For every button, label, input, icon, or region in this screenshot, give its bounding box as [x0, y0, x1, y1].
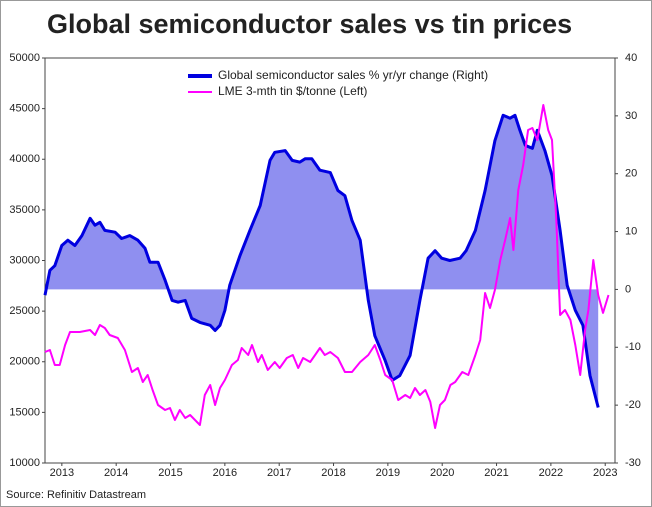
y2-tick-label: -10 — [625, 341, 641, 353]
legend-label: Global semiconductor sales % yr/yr chang… — [218, 68, 488, 82]
source: Source: Refinitiv Datastream — [6, 489, 146, 501]
y2-tick-label: 20 — [625, 168, 637, 180]
line — [44, 104, 610, 429]
y-tick-label: 40000 — [9, 153, 40, 165]
legend: Global semiconductor sales % yr/yr chang… — [188, 68, 488, 98]
line — [43, 113, 600, 408]
x-tick-label: 2015 — [158, 467, 182, 479]
y-tick-label: 25000 — [9, 305, 40, 317]
x-tick-label: 2016 — [213, 467, 237, 479]
y2-tick-label: 0 — [625, 283, 631, 295]
x-tick-label: 2021 — [484, 467, 508, 479]
x-tick-label: 2020 — [430, 467, 454, 479]
y2-tick-label: 40 — [625, 52, 637, 64]
y2-tick-label: -20 — [625, 399, 641, 411]
y-tick-label: 20000 — [9, 356, 40, 368]
y2-tick-label: 30 — [625, 110, 637, 122]
legend-label: LME 3-mth tin $/tonne (Left) — [218, 84, 367, 98]
y2-tick-label: 10 — [625, 225, 637, 237]
x-tick-label: 2018 — [321, 467, 345, 479]
area — [45, 115, 599, 408]
x-tick-label: 2022 — [539, 467, 563, 479]
y-tick-label: 45000 — [9, 103, 40, 115]
y-tick-label: 35000 — [9, 204, 40, 216]
chart-title: Global semiconductor sales vs tin prices — [47, 9, 572, 39]
y-tick-label: 30000 — [9, 254, 40, 266]
y-tick-label: 15000 — [9, 406, 40, 418]
x-tick-label: 2019 — [376, 467, 400, 479]
x-tick-label: 2013 — [50, 467, 74, 479]
y-tick-label: 10000 — [9, 457, 40, 469]
x-tick-label: 2017 — [267, 467, 291, 479]
x-tick-label: 2014 — [104, 467, 128, 479]
x-tick-label: 2023 — [593, 467, 617, 479]
y2-tick-label: -30 — [625, 457, 641, 469]
y-tick-label: 50000 — [9, 52, 40, 64]
